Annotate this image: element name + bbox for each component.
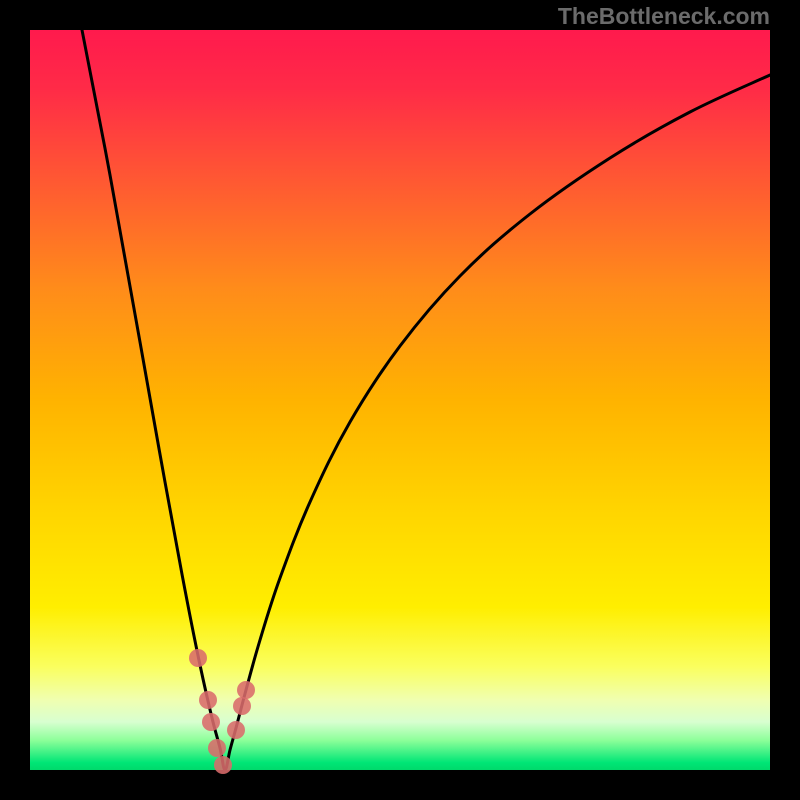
data-marker xyxy=(202,713,220,731)
data-marker xyxy=(208,739,226,757)
data-marker xyxy=(189,649,207,667)
data-marker xyxy=(214,756,232,774)
data-marker xyxy=(199,691,217,709)
bottleneck-curve-path xyxy=(82,30,770,770)
data-marker xyxy=(237,681,255,699)
data-marker xyxy=(233,697,251,715)
chart-container: TheBottleneck.com xyxy=(0,0,800,800)
bottleneck-curve-svg xyxy=(0,0,800,800)
data-marker xyxy=(227,721,245,739)
